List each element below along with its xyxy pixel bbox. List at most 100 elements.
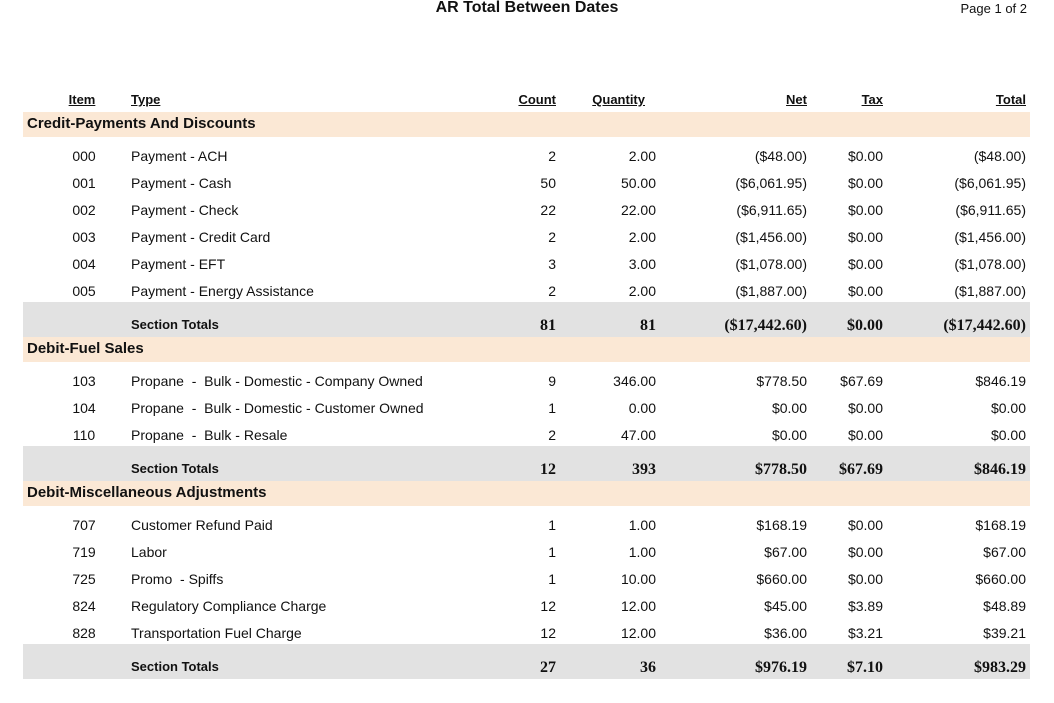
cell: $168.19 [756,517,807,533]
cell: $168.19 [975,517,1026,533]
cell: ($1,887.00) [735,283,807,299]
cell: $0.00 [847,517,883,533]
cell: ($6,061.95) [735,175,807,191]
cell: 2.00 [628,148,656,164]
cell: $660.00 [756,571,807,587]
column-header: Net [786,92,807,107]
cell: Propane - Bulk - Resale [131,427,288,443]
totals-band [23,644,1030,679]
cell: $67.00 [764,544,807,560]
cell: $0.00 [847,283,883,299]
cell: 2 [548,427,556,443]
cell: $0.00 [771,427,807,443]
cell: 3 [548,256,556,272]
cell: Propane - Bulk - Domestic - Company Owne… [131,373,423,389]
cell: $778.50 [756,373,807,389]
cell: 12.00 [620,625,656,641]
section-band [23,481,1030,506]
section-name: Debit-Miscellaneous Adjustments [27,484,267,501]
cell: $0.00 [847,544,883,560]
column-header: Item [68,92,96,107]
report-title: AR Total Between Dates [435,0,619,16]
page-number: Page 1 of 2 [960,1,1028,16]
total-value: 81 [640,317,656,334]
total-value: 36 [640,659,656,676]
cell: $0.00 [990,427,1026,443]
cell: $36.00 [764,625,807,641]
cell: $39.21 [983,625,1026,641]
cell: Regulatory Compliance Charge [131,598,327,614]
cell: ($48.00) [754,148,807,164]
cell: $0.00 [847,175,883,191]
column-header: Type [131,92,161,107]
cell: $846.19 [975,373,1026,389]
cell: ($6,911.65) [955,202,1026,218]
total-value: $976.19 [755,659,807,676]
cell: $0.00 [847,400,883,416]
cell: 2 [548,148,556,164]
column-header: Total [995,92,1026,107]
section-name: Debit-Fuel Sales [27,340,144,357]
column-header: Quantity [592,92,645,107]
cell: $67.69 [840,373,883,389]
total-value: $983.29 [974,659,1026,676]
total-value: $7.10 [847,659,883,676]
cell: 50.00 [620,175,656,191]
total-value: ($17,442.60) [724,317,807,334]
cell: Payment - Credit Card [131,229,271,245]
total-value: $778.50 [755,461,807,478]
cell: 47.00 [620,427,656,443]
cell: 828 [72,625,96,641]
cell: Payment - EFT [131,256,226,272]
cell: 103 [72,373,96,389]
cell: ($48.00) [973,148,1026,164]
total-value: 12 [540,461,556,478]
totals-band [23,302,1030,337]
cell: Promo - Spiffs [131,571,224,587]
cell: $660.00 [975,571,1026,587]
cell: 1.00 [628,517,656,533]
totals-label: Section Totals [131,461,219,476]
cell: 2 [548,283,556,299]
section-band [23,112,1030,137]
cell: 12.00 [620,598,656,614]
cell: $3.89 [847,598,883,614]
cell: 0.00 [628,400,656,416]
cell: 725 [72,571,96,587]
cell: 824 [72,598,96,614]
cell: 1 [548,400,556,416]
cell: 000 [72,148,96,164]
total-value: 393 [632,461,656,478]
cell: 10.00 [620,571,656,587]
column-header: Tax [861,92,883,107]
cell: 1 [548,517,556,533]
totals-band [23,446,1030,481]
section-name: Credit-Payments And Discounts [27,115,256,132]
total-value: $846.19 [974,461,1026,478]
total-value: 27 [540,659,556,676]
cell: 22.00 [620,202,656,218]
cell: 104 [72,400,96,416]
cell: 22 [540,202,556,218]
cell: $0.00 [847,571,883,587]
cell: $0.00 [847,256,883,272]
cell: ($1,887.00) [954,283,1026,299]
cell: $0.00 [990,400,1026,416]
cell: ($1,078.00) [735,256,807,272]
cell: 346.00 [613,373,656,389]
cell: $0.00 [771,400,807,416]
column-header: Count [518,92,556,107]
cell: Payment - Energy Assistance [131,283,314,299]
total-value: $0.00 [847,317,883,334]
cell: 1 [548,544,556,560]
cell: 1 [548,571,556,587]
total-value: $67.69 [839,461,883,478]
cell: $45.00 [764,598,807,614]
cell: 2.00 [628,283,656,299]
totals-label: Section Totals [131,659,219,674]
cell: Customer Refund Paid [131,517,273,533]
cell: 110 [72,427,96,443]
cell: Payment - ACH [131,148,228,164]
cell: $0.00 [847,229,883,245]
